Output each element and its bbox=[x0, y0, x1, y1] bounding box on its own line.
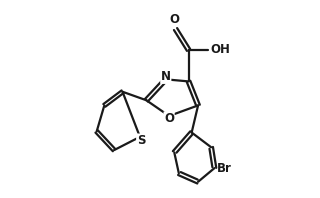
Text: OH: OH bbox=[210, 43, 230, 56]
Text: N: N bbox=[161, 70, 171, 83]
Text: O: O bbox=[164, 112, 174, 125]
Text: Br: Br bbox=[217, 162, 232, 175]
Text: S: S bbox=[137, 134, 145, 147]
Text: O: O bbox=[170, 13, 180, 26]
